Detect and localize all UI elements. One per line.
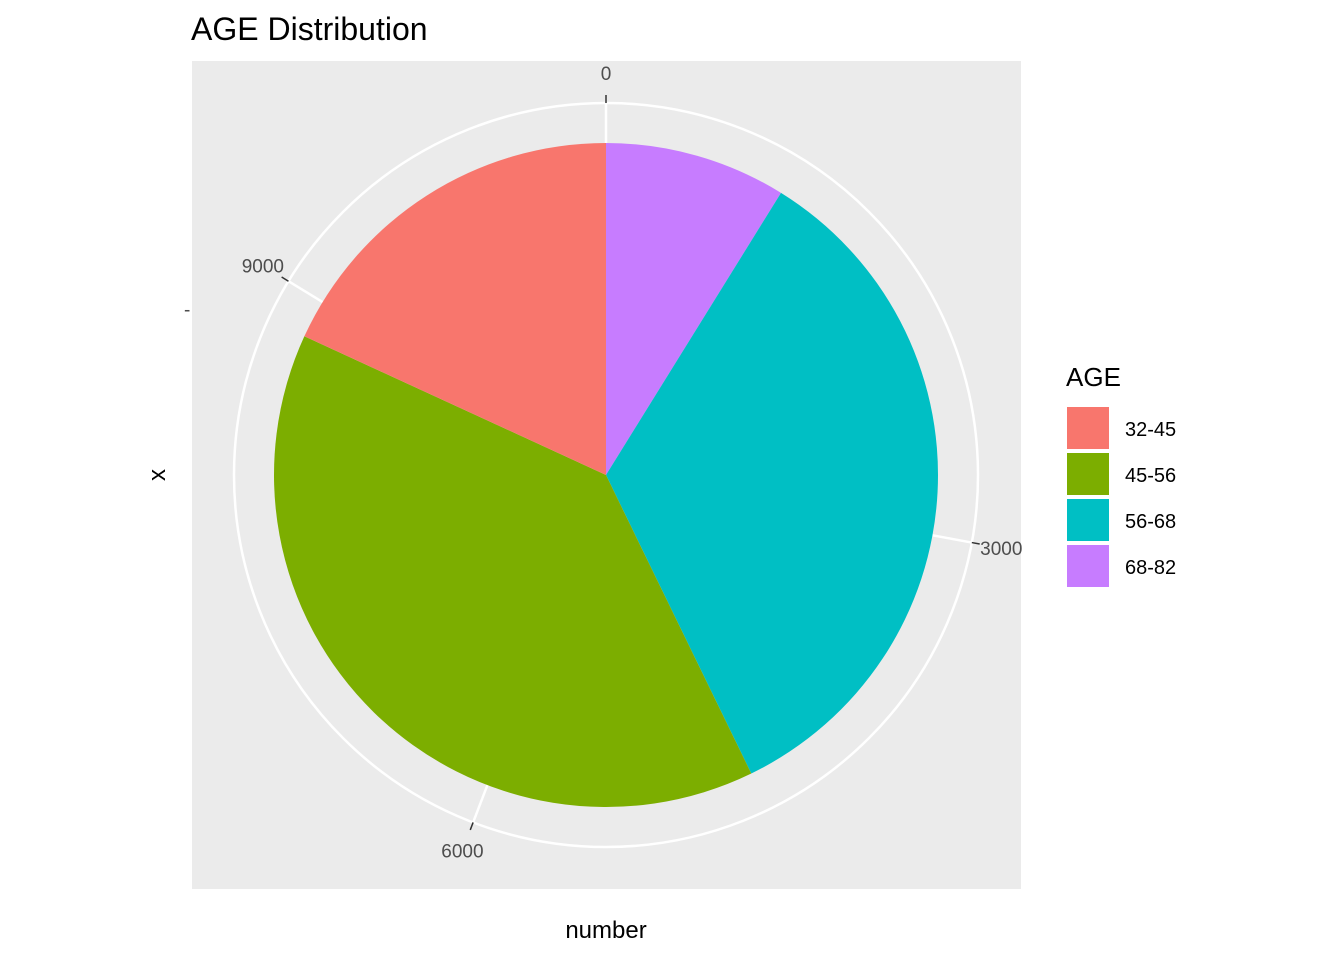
legend-label-56-68: 56-68 bbox=[1125, 511, 1176, 533]
theta-tick-3 bbox=[281, 276, 289, 282]
x-axis-title: number bbox=[565, 917, 646, 944]
legend-label-32-45: 32-45 bbox=[1125, 419, 1176, 441]
legend-key-56-68 bbox=[1067, 499, 1109, 541]
legend-label-45-56: 45-56 bbox=[1125, 465, 1176, 487]
theta-tick-label-2: 6000 bbox=[441, 841, 483, 862]
slice-45-56 bbox=[273, 336, 752, 808]
theta-tick-label-0: 0 bbox=[601, 64, 612, 85]
pie-slices bbox=[273, 143, 938, 808]
legend-label-68-82: 68-82 bbox=[1125, 557, 1176, 579]
y-axis-title: x bbox=[144, 469, 171, 481]
theta-tick-labels: 0 3000 6000 9000 bbox=[242, 64, 1023, 862]
theta-tick-1 bbox=[971, 541, 980, 545]
theta-tick-label-1: 3000 bbox=[980, 539, 1022, 560]
slice-56-68 bbox=[606, 192, 938, 774]
y-tick-label: - bbox=[184, 300, 190, 321]
slice-68-82 bbox=[606, 143, 782, 475]
legend: AGE 32-45 45-56 56-68 68-82 bbox=[1066, 362, 1176, 587]
legend-title: AGE bbox=[1066, 362, 1121, 392]
slice-32-45 bbox=[304, 143, 606, 475]
theta-tick-label-3: 9000 bbox=[242, 257, 284, 278]
legend-key-68-82 bbox=[1067, 545, 1109, 587]
chart-title: AGE Distribution bbox=[191, 11, 428, 47]
legend-key-45-56 bbox=[1067, 453, 1109, 495]
theta-tick-2 bbox=[469, 822, 474, 831]
legend-key-32-45 bbox=[1067, 407, 1109, 449]
